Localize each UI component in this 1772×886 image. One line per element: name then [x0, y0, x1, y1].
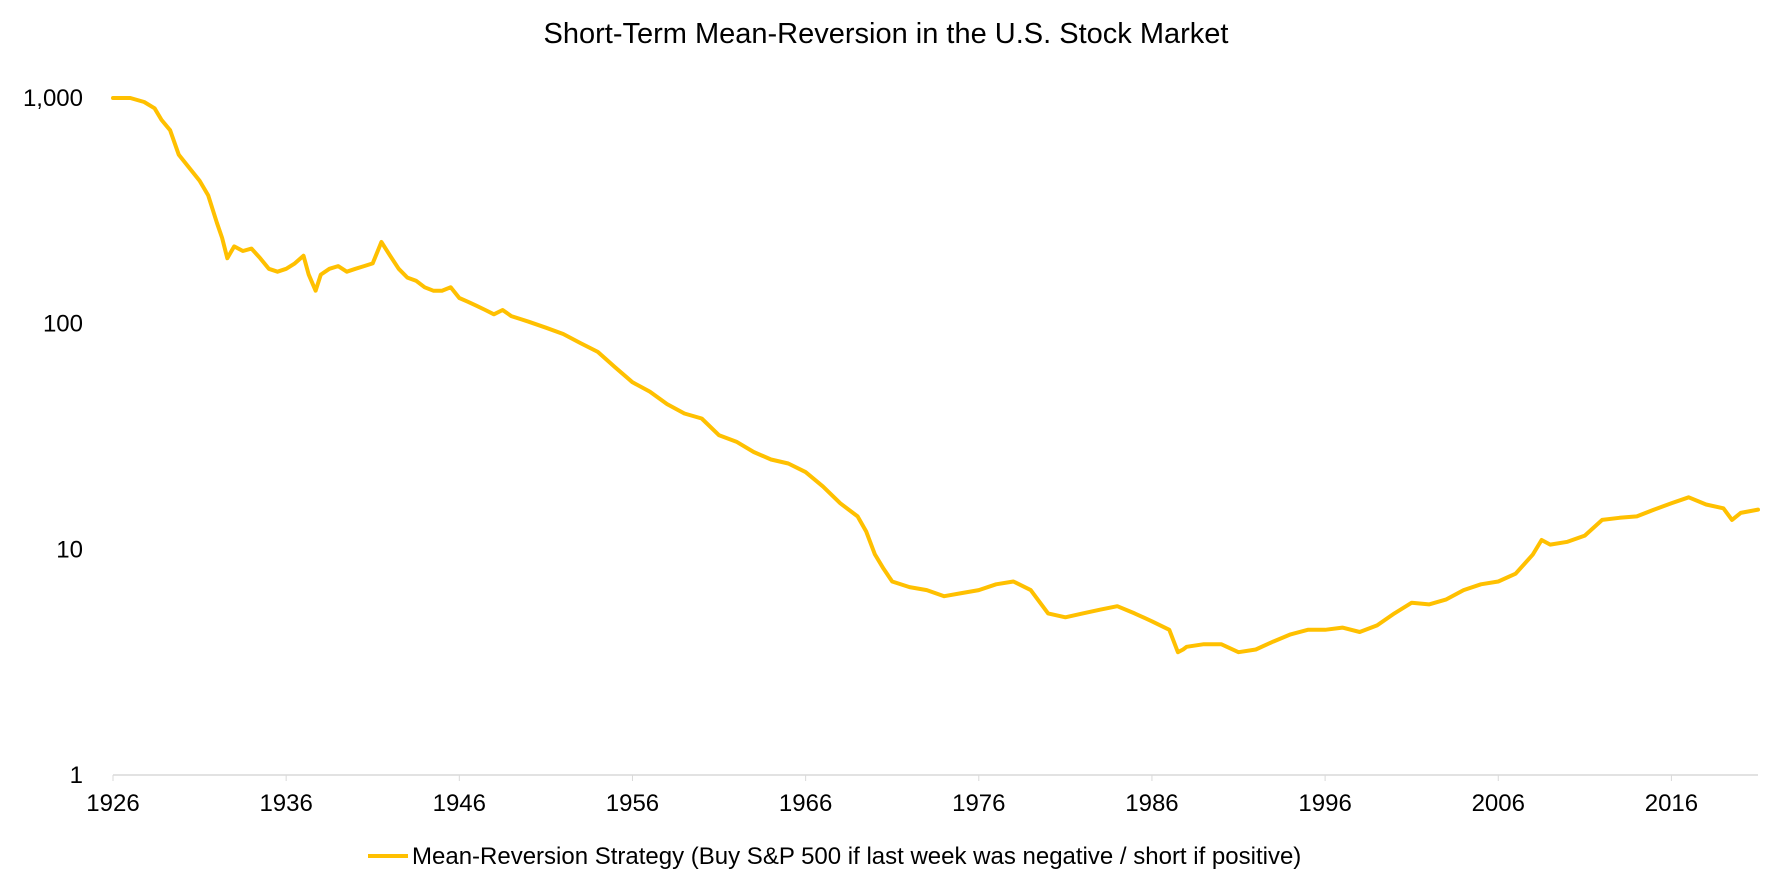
legend: Mean-Reversion Strategy (Buy S&P 500 if … [368, 843, 1301, 870]
legend-label-mean-reversion: Mean-Reversion Strategy (Buy S&P 500 if … [412, 843, 1301, 870]
x-tick-label: 1996 [1298, 790, 1351, 817]
x-tick-label: 1986 [1125, 790, 1178, 817]
x-axis: 1926 1936 1946 1956 1966 1976 1986 1996 2006 2016 [86, 774, 1758, 817]
series-line-mean-reversion [111, 96, 1760, 655]
y-tick-label: 10 [56, 536, 83, 563]
x-tick-label: 1936 [259, 790, 312, 817]
chart-title: Short-Term Mean-Reversion in the U.S. St… [544, 18, 1229, 50]
y-tick-label: 1,000 [23, 85, 83, 112]
x-tick-label: 1926 [86, 790, 139, 817]
y-tick-label: 1 [70, 762, 83, 789]
x-tick-label: 1956 [606, 790, 659, 817]
y-axis: 1 10 100 1,000 [23, 85, 83, 789]
x-tick-label: 1976 [952, 790, 1005, 817]
x-tick-label: 2006 [1472, 790, 1525, 817]
y-tick-label: 100 [43, 311, 83, 338]
x-tick-label: 2016 [1645, 790, 1698, 817]
plot-area [111, 96, 1760, 655]
x-tick-label: 1966 [779, 790, 832, 817]
x-tick-label: 1946 [433, 790, 486, 817]
